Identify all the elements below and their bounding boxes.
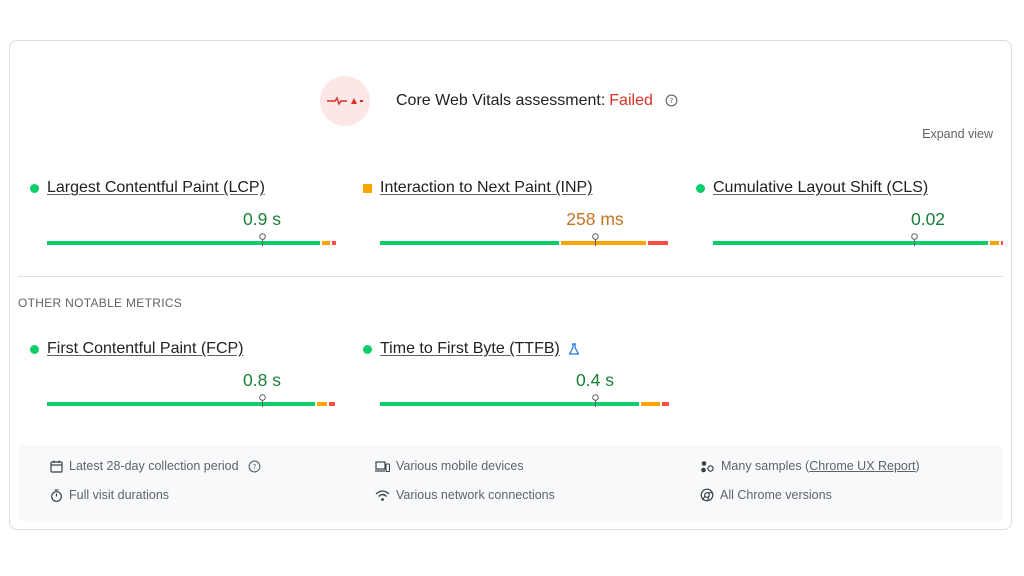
flask-icon <box>568 343 579 355</box>
info-devices: Various mobile devices <box>375 459 524 473</box>
metric-ttfb-value: 0.4 s <box>576 370 614 390</box>
good-status-icon <box>30 344 39 354</box>
distribution-poor-segment <box>662 402 669 406</box>
metric-inp-distribution <box>380 241 670 245</box>
failed-assessment-icon <box>320 76 370 126</box>
info-network: Various network connections <box>375 488 555 502</box>
calendar-icon <box>50 460 63 473</box>
info-samples-prefix: Many samples ( <box>721 459 810 473</box>
good-status-icon <box>30 183 39 193</box>
info-chrome-versions-text: All Chrome versions <box>720 488 832 502</box>
info-samples: Many samples (Chrome UX Report) <box>700 459 920 473</box>
chrome-icon <box>700 488 714 502</box>
metric-fcp-link[interactable]: First Contentful Paint (FCP) <box>47 340 244 357</box>
info-collection-period-text: Latest 28-day collection period <box>69 459 239 473</box>
metric-fcp-distribution <box>47 402 337 406</box>
assessment-status: Failed <box>609 92 653 109</box>
distribution-good-segment <box>713 241 988 245</box>
metric-inp: Interaction to Next Paint (INP) 258 ms <box>363 178 668 246</box>
expand-view-button[interactable]: Expand view <box>922 127 993 141</box>
chrome-ux-report-link[interactable]: Chrome UX Report <box>809 459 916 473</box>
devices-icon <box>375 460 390 472</box>
distribution-good-segment <box>380 402 639 406</box>
good-status-icon <box>696 183 705 193</box>
assessment-title: Core Web Vitals assessment: Failed ? <box>396 92 678 110</box>
percentile-marker-icon <box>259 394 266 407</box>
other-metrics-heading: OTHER NOTABLE METRICS <box>18 296 183 310</box>
metric-fcp-value: 0.8 s <box>243 370 281 390</box>
stopwatch-icon <box>51 488 62 502</box>
distribution-average-segment <box>641 402 660 406</box>
metric-lcp: Largest Contentful Paint (LCP) 0.9 s <box>30 178 336 246</box>
assessment-header: Core Web Vitals assessment: Failed ? <box>320 75 678 127</box>
metric-cls: Cumulative Layout Shift (CLS) 0.02 <box>696 178 1003 246</box>
distribution-average-segment <box>990 241 999 245</box>
metric-fcp: First Contentful Paint (FCP) 0.8 s <box>30 339 335 407</box>
distribution-poor-segment <box>332 241 336 245</box>
distribution-good-segment <box>47 402 315 406</box>
info-collection-period: Latest 28-day collection period ? <box>50 459 267 473</box>
metric-lcp-distribution <box>47 241 338 245</box>
info-network-text: Various network connections <box>396 488 555 502</box>
help-icon[interactable]: ? <box>248 460 261 473</box>
info-visit-durations-text: Full visit durations <box>69 488 170 502</box>
distribution-average-segment <box>317 402 327 406</box>
distribution-average-segment <box>322 241 330 245</box>
distribution-poor-segment <box>648 241 668 245</box>
metric-ttfb-link[interactable]: Time to First Byte (TTFB) <box>380 340 560 357</box>
percentile-marker-icon <box>259 233 266 246</box>
assessment-title-text: Core Web Vitals assessment: <box>396 92 606 109</box>
distribution-good-segment <box>47 241 320 245</box>
info-devices-text: Various mobile devices <box>396 459 524 473</box>
help-icon[interactable]: ? <box>665 94 678 107</box>
percentile-marker-icon <box>592 394 599 407</box>
collection-info-panel: Latest 28-day collection period ? Full v… <box>19 445 1003 521</box>
metric-cls-distribution <box>713 241 1005 245</box>
info-chrome-versions: All Chrome versions <box>700 488 832 502</box>
metric-lcp-link[interactable]: Largest Contentful Paint (LCP) <box>47 179 265 196</box>
info-visit-durations: Full visit durations <box>50 488 169 502</box>
section-divider <box>18 276 1003 277</box>
average-status-icon <box>363 183 372 193</box>
metric-inp-link[interactable]: Interaction to Next Paint (INP) <box>380 179 593 196</box>
samples-icon <box>701 460 714 472</box>
core-web-vitals-card: Core Web Vitals assessment: Failed ? Expa… <box>9 40 1012 530</box>
svg-text:?: ? <box>670 97 674 105</box>
info-samples-suffix: ) <box>915 459 920 473</box>
metric-cls-value: 0.02 <box>910 209 946 229</box>
metric-ttfb-distribution <box>380 402 671 406</box>
metric-lcp-value: 0.9 s <box>243 209 281 229</box>
distribution-good-segment <box>380 241 559 245</box>
svg-text:?: ? <box>252 462 256 470</box>
distribution-average-segment <box>561 241 646 245</box>
good-status-icon <box>363 344 372 354</box>
percentile-marker-icon <box>911 233 918 246</box>
distribution-poor-segment <box>329 402 335 406</box>
percentile-marker-icon <box>592 233 599 246</box>
metric-ttfb: Time to First Byte (TTFB) 0.4 s <box>363 339 669 407</box>
metric-cls-link[interactable]: Cumulative Layout Shift (CLS) <box>713 179 929 196</box>
metric-inp-value: 258 ms <box>566 209 624 229</box>
distribution-poor-segment <box>1001 241 1003 245</box>
wifi-icon <box>375 489 390 501</box>
